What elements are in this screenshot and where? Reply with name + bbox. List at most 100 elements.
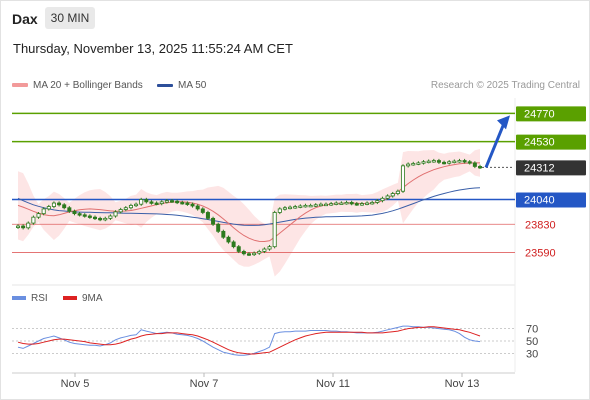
level-badge-24770 <box>516 106 586 122</box>
credit-text: Research © 2025 Trading Central <box>430 80 580 91</box>
candle-body <box>216 223 221 232</box>
candle-body <box>272 212 277 248</box>
candle-body <box>15 225 20 228</box>
forecast-arrow-shaft <box>484 122 506 168</box>
bollinger-band <box>18 149 480 277</box>
candle-body <box>46 206 51 210</box>
candle-body <box>395 190 400 194</box>
candle-body <box>108 215 113 219</box>
legend-rsi-ma: 9MA <box>63 293 103 304</box>
candle-body <box>149 201 154 204</box>
legend-rsi: RSI <box>12 293 48 304</box>
candle-body <box>57 202 62 206</box>
candle-body <box>252 252 257 256</box>
level-label-24312: 24312 <box>524 162 555 174</box>
candle-body <box>180 202 185 205</box>
candle-body <box>246 253 251 256</box>
legend-rsi-label: RSI <box>31 293 48 304</box>
candle-body <box>385 195 390 199</box>
level-label-24770: 24770 <box>524 108 555 120</box>
candle-body <box>303 204 308 208</box>
rsi-line <box>17 325 481 356</box>
candle-body <box>282 207 287 210</box>
candle-body <box>164 200 169 203</box>
candle-body <box>211 217 216 225</box>
candle-body <box>51 202 56 207</box>
candle-body <box>442 161 447 165</box>
candle-body <box>406 163 411 167</box>
candle-body <box>205 212 210 219</box>
candle-body <box>195 205 200 210</box>
candle-body <box>87 215 92 218</box>
rsi-level-label-50: 50 <box>526 336 538 348</box>
candle-body <box>190 203 195 207</box>
candle-body <box>77 213 82 216</box>
candle-body <box>262 248 267 252</box>
candle-body <box>349 202 354 205</box>
rsi-ma-line <box>17 326 481 355</box>
candle-body <box>277 208 282 213</box>
candle-body <box>21 225 26 229</box>
candle-body <box>98 217 103 221</box>
candle-body <box>323 203 328 207</box>
candle-body <box>370 202 375 205</box>
candle-body <box>200 208 205 213</box>
candle-body <box>452 160 457 164</box>
rsi-swatch <box>12 296 26 301</box>
candle-body <box>72 210 77 215</box>
candle-body <box>175 200 180 204</box>
candle-body <box>416 162 421 165</box>
candle-body <box>365 202 370 205</box>
legend-ma50: MA 50 <box>157 80 206 91</box>
candle-body <box>298 205 303 208</box>
candle-body <box>93 216 98 220</box>
candle-body <box>226 236 231 243</box>
candle-body <box>375 200 380 203</box>
candle-body <box>41 208 46 215</box>
candle-body <box>344 202 349 205</box>
rsi-ma-swatch <box>63 296 77 301</box>
candle-body <box>67 207 72 212</box>
candle-body <box>318 203 323 207</box>
candle-body <box>467 161 472 164</box>
candle-body <box>139 199 144 205</box>
legend-ma50-label: MA 50 <box>178 80 207 91</box>
symbol-label: Dax <box>12 11 38 27</box>
candle-body <box>339 202 344 205</box>
candle-body <box>236 246 241 252</box>
candle-body <box>288 206 293 210</box>
candle-body <box>257 250 262 254</box>
candle-body <box>144 199 149 203</box>
ma50-line <box>17 187 481 226</box>
candle-body <box>118 209 123 213</box>
candle-body <box>128 204 133 209</box>
timeframe-button[interactable]: 30 MIN <box>45 7 95 29</box>
candle-body <box>462 160 467 163</box>
legend-ma20: MA 20 + Bollinger Bands <box>12 80 143 91</box>
candle-body <box>185 202 190 205</box>
candle-body <box>447 161 452 164</box>
candle-body <box>169 200 174 203</box>
candle-body <box>26 222 31 229</box>
candle-body <box>267 246 272 250</box>
legend-rsi-ma-label: 9MA <box>82 293 103 304</box>
level-label-23590: 23590 <box>525 248 556 260</box>
candle-body <box>329 203 334 206</box>
x-tick-label: Nov 11 <box>316 378 350 390</box>
candle-body <box>82 214 87 217</box>
header-bar: Dax 30 MIN <box>0 0 590 36</box>
level-badge-24040 <box>516 192 586 208</box>
forecast-arrow-head <box>497 115 510 130</box>
candle-body <box>113 211 118 217</box>
candle-body <box>457 160 462 163</box>
candle-body <box>159 201 164 205</box>
candle-body <box>134 203 139 207</box>
candle-body <box>380 197 385 202</box>
level-badge-24530 <box>516 134 586 150</box>
candle-body <box>62 204 67 209</box>
x-tick-label: Nov 7 <box>190 378 219 390</box>
candle-body <box>400 165 405 192</box>
candle-body <box>103 217 108 221</box>
legend-ma20-label: MA 20 + Bollinger Bands <box>33 80 143 91</box>
